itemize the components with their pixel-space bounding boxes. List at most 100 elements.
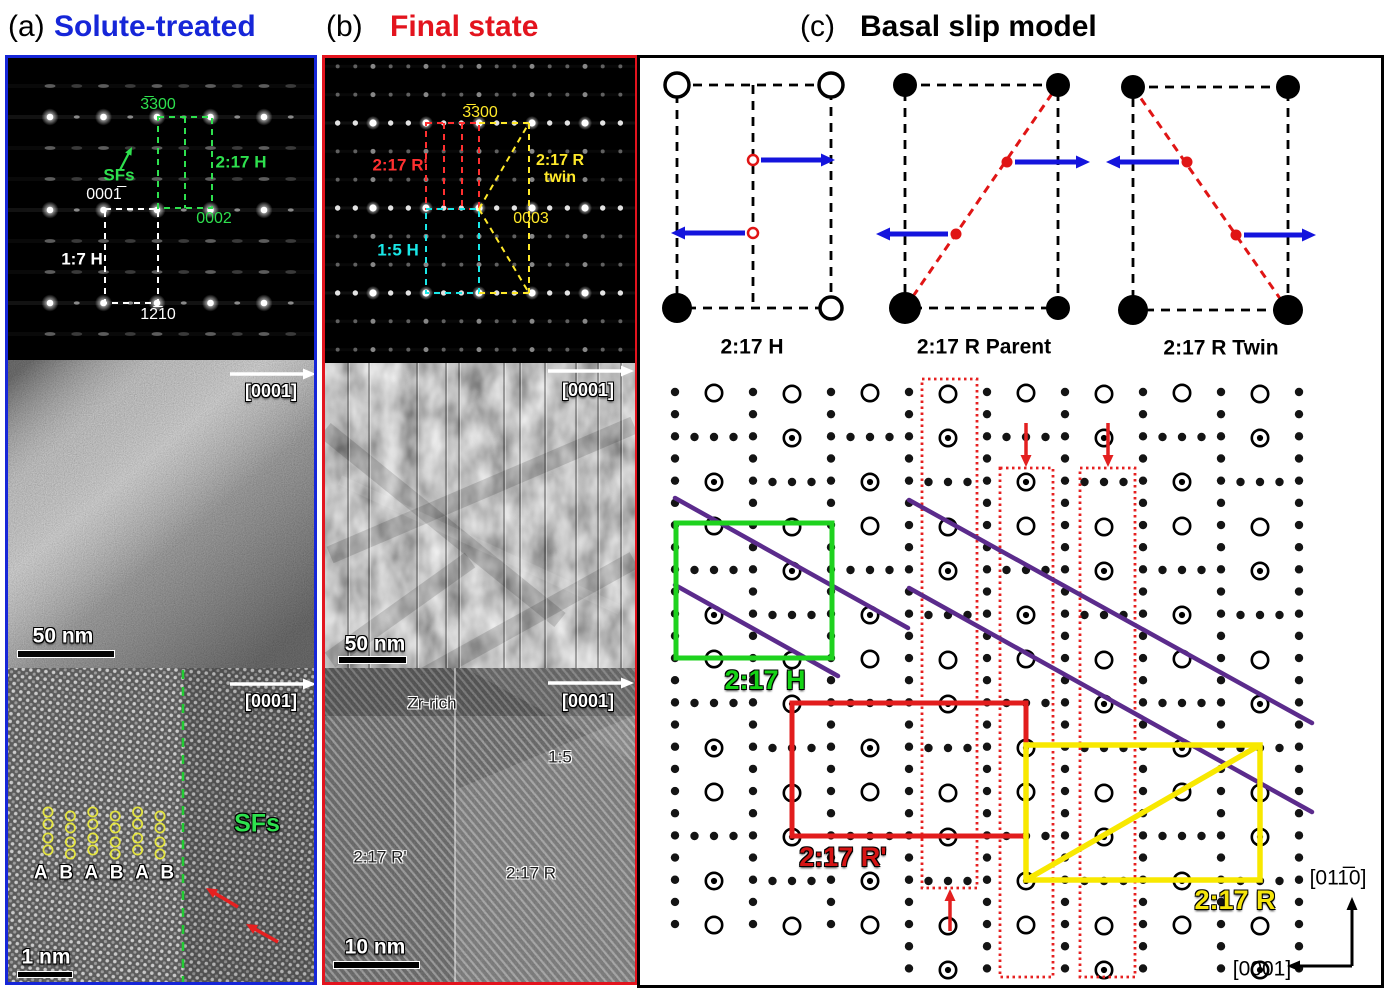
phase-217r-label: 2:17 R [505,863,557,883]
panel-c-title: Basal slip model [860,10,1097,43]
tem-image-b [325,363,635,668]
reflection-0002: 0002 [196,209,232,227]
zone-axis-label: [0001] [244,380,298,401]
sfs-label: SFs [103,165,135,185]
unit-cell-17h-outline [104,208,159,304]
panel-b-title: Final state [390,10,539,43]
scale-bar-label: 10 nm [344,935,406,959]
panel-c-tag: (c) [800,10,835,43]
lattice-label-217rp: 2:17 R' [799,842,887,873]
zone-axis-arrow-icon [230,678,314,690]
slip-vector-arrow-icon [1106,155,1179,169]
slip-vector-arrow-icon [1015,155,1090,169]
atom-filled [1046,73,1070,97]
scale-bar [17,650,115,658]
atom-open [663,71,691,99]
slip-band-arrow-icon [1102,423,1114,467]
twin-cell-diag2 [478,208,530,294]
basal-plane-trace [906,497,1315,726]
phase-217rp-label: 2:17 R' [353,847,407,867]
atom-open [818,295,844,321]
tem-image-a [8,360,314,668]
sfs-label: SFs [234,809,280,838]
reflection-1210: 12̅10 [140,305,176,323]
basal-slip-model [662,71,1358,980]
diffraction-pattern-a [8,58,314,360]
sfs-arrow-icon [119,147,132,171]
reflection-3300: 3̅300 [462,103,498,121]
axis-label-0110: [011̅0] [1309,866,1367,890]
hrtem-image-b [325,668,635,982]
panel-b-tag: (b) [326,10,363,43]
panel-a: 3̅300 SFs 2:17 H 0002 0001̅ 1:7 H 12̅10 … [5,55,317,985]
panel-a-tag: (a) [8,10,45,43]
scale-bar [338,656,407,664]
panel-a-hrtem: [0001] SFs A B A B A B 1 nm [8,668,314,982]
panel-a-tem: [0001] 50 nm [8,360,314,668]
lattice-label-217r: 2:17 R [1194,885,1276,916]
phase-17h-label: 1:7 H [61,249,103,269]
atom-open [817,71,845,99]
panel-a-diffraction: 3̅300 SFs 2:17 H 0002 0001̅ 1:7 H 12̅10 [8,58,314,360]
cell-diagram-217h [662,71,845,323]
zone-axis-arrow-icon [548,677,634,689]
unit-cell-217r-diagonal [1024,742,1262,883]
panel-b: 3̅300 2:17 R' 2:17 R twin 0003 1:5 H [00… [322,55,638,985]
slip-band-2 [998,466,1055,979]
slip-band-3 [1078,466,1137,979]
panel-b-diffraction: 3̅300 2:17 R' 2:17 R twin 0003 1:5 H [325,58,635,363]
hrtem-image-a [8,668,314,982]
shear-plane-line [903,84,1060,309]
cell-diagram-217r-twin [1118,75,1303,325]
lattice-overlays [672,377,1315,979]
axis-arrow-left-icon [1287,960,1352,972]
slip-band-arrow-icon [944,889,956,931]
phase-217r-twin-label2: twin [544,168,576,186]
scale-bar [17,971,73,978]
slip-vector-arrow-icon [671,226,745,240]
atom-filled [662,293,692,323]
scale-bar [333,961,420,969]
panel-a-title: Solute-treated [54,10,256,43]
slip-site-filled [1001,156,1013,168]
zr-rich-label: Zr-rich [407,693,457,713]
scale-bar-label: 1 nm [21,945,71,969]
zone-axis-arrow-icon [548,365,634,377]
basal-plane-trace [672,495,911,631]
slip-site-open [746,226,760,240]
atom-filled [1276,75,1300,99]
atom-filled [893,73,917,97]
slip-site-filled [1230,229,1242,241]
slip-vector-arrow-icon [761,153,835,167]
stacking-sequence-labels: A B A B A B [33,862,175,884]
zone-axis-label: [0001] [244,690,298,711]
slip-site-open [746,153,760,167]
slip-vector-arrow-icon [1244,228,1316,242]
stacking-fault-arrow-icon [206,888,239,909]
unit-cell-217h-box [673,520,835,661]
phase-217r-twin-label1: 2:17 R [535,151,585,169]
atom-filled [889,292,921,324]
atom-column-markers [42,806,166,860]
cell-label-217r-parent: 2:17 R Parent [916,335,1052,359]
atom-filled [1121,75,1145,99]
unit-cell-217r-box [1023,742,1263,883]
phase-217h-label: 2:17 H [215,152,267,172]
panel-b-tem: [0001] 50 nm [325,363,635,668]
diffraction-pattern-b [325,58,635,363]
zone-axis-label: [0001] [561,379,615,400]
axis-label-0001: [0001] [1232,957,1292,981]
scale-bar-label: 50 nm [344,632,406,656]
cell-diagram-217r-parent [889,73,1070,324]
slip-site-filled [1181,156,1193,168]
reflection-0003: 0003 [513,209,549,227]
basal-plane-trace [906,585,1315,815]
panel-b-hrtem: [0001] Zr-rich 1:5 2:17 R' 2:17 R 10 nm [325,668,635,982]
axis-arrow-up-icon [1346,897,1358,966]
slip-vector-arrow-icon [876,227,948,241]
atom-filled [1273,295,1303,325]
zone-axis-arrow-icon [230,368,314,380]
lattice-atoms [670,383,1304,980]
zone-axis-label: [0001] [561,690,615,711]
